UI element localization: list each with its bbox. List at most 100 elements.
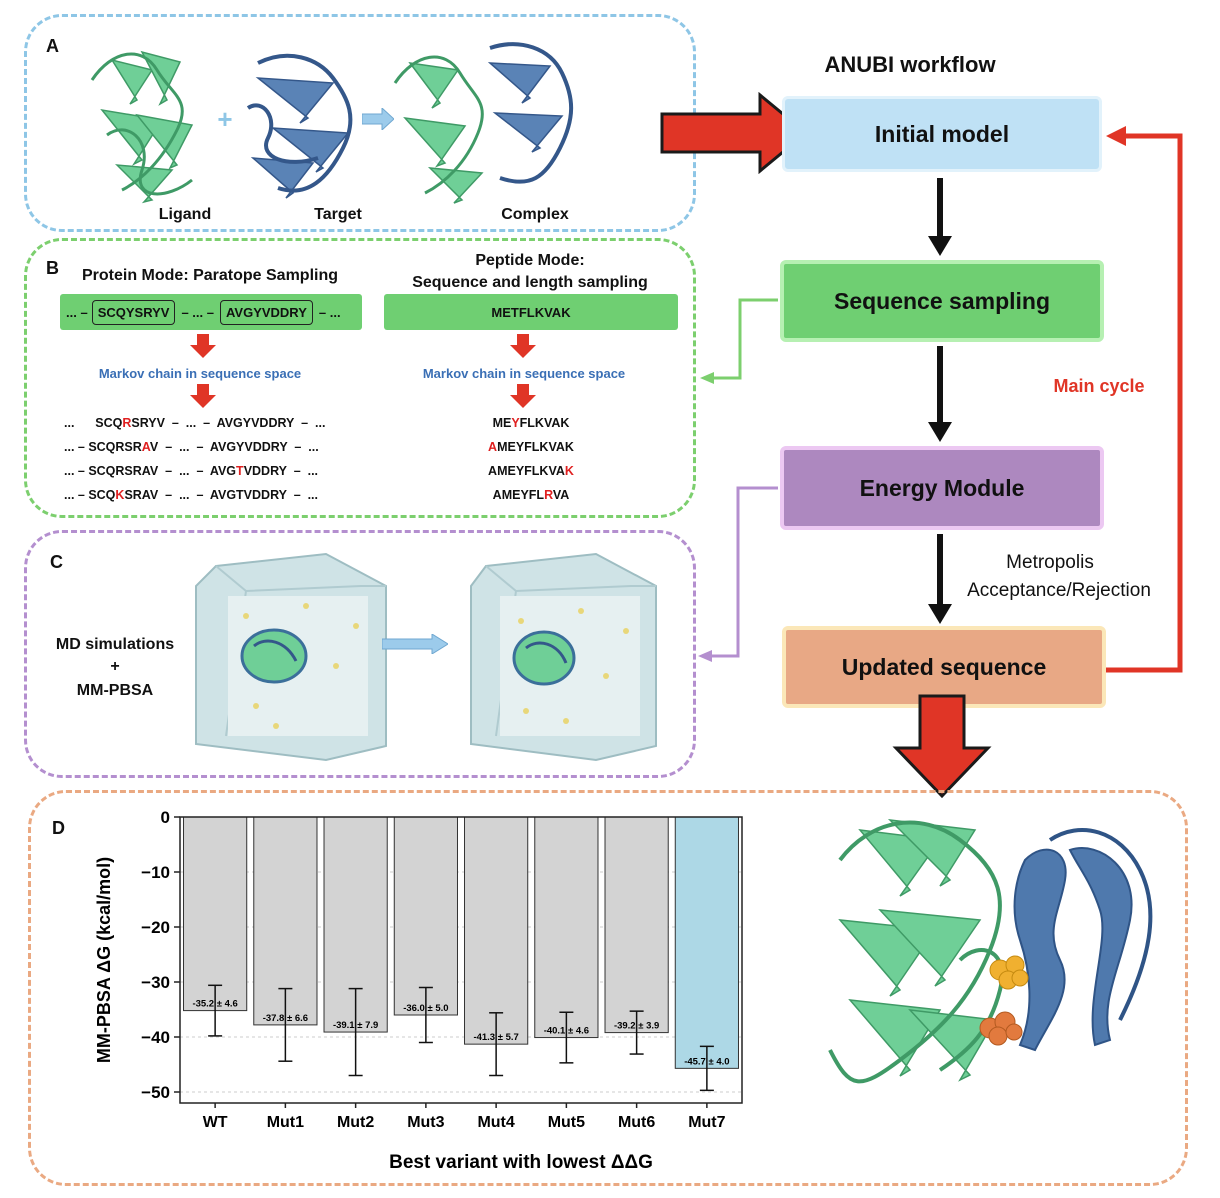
mutated-residue: R — [544, 488, 553, 502]
bar-value-label: -39.1 ± 7.9 — [333, 1020, 378, 1031]
peptide-seq-text: METFLKVAK — [491, 304, 571, 320]
peptide-sequence-bar: METFLKVAK — [384, 294, 678, 330]
x-axis-label: Best variant with lowest ΔΔG — [389, 1152, 653, 1173]
mutated-residue: K — [564, 464, 574, 478]
target-structure-icon — [246, 53, 353, 199]
x-tick-label: Mut4 — [477, 1114, 514, 1131]
y-tick-label: 0 — [161, 808, 170, 827]
panel-d-label: D — [52, 818, 65, 838]
metropolis-label-2: Acceptance/Rejection — [967, 580, 1151, 601]
mutated-residue: A — [141, 440, 150, 454]
bar — [674, 816, 739, 1069]
sequence-variant: ... – SCQRSRAV – ... – AVGYVDDRY – ... — [64, 440, 364, 454]
x-tick-label: Mut5 — [548, 1114, 585, 1131]
y-tick-label: −10 — [141, 863, 170, 882]
bar — [604, 816, 669, 1034]
bar-value-label: -36.0 ± 5.0 — [403, 1003, 448, 1014]
sequence-segment: ... SCQ — [64, 416, 123, 430]
down-arrow-icon — [510, 334, 536, 358]
sequence-segment: ... – SCQ — [64, 488, 116, 502]
x-tick-label: Mut2 — [337, 1114, 374, 1131]
cdr2-box: AVGYVDDRY — [219, 299, 313, 325]
peptide-mode-title-2: Sequence and length sampling — [412, 274, 648, 291]
sequence-segment: VA — [552, 488, 570, 502]
sequence-sampling-box: Sequence sampling — [780, 260, 1104, 342]
sequence-segment: SRYV – ... – AVGYVDDRY – ... — [131, 416, 326, 430]
x-tick-label: Mut7 — [688, 1114, 725, 1131]
bar-value-label: -45.7 ± 4.0 — [684, 1056, 729, 1067]
bar — [464, 816, 529, 1045]
y-tick-label: −50 — [141, 1083, 170, 1102]
sequence-variant: AMEYFLKVAK — [384, 440, 678, 454]
complex-structure-icon — [393, 42, 574, 204]
sequence-segment: FLKVAK — [519, 416, 570, 430]
sequence-variant: ... SCQRSRYV – ... – AVGYVDDRY – ... — [64, 416, 364, 430]
sequence-variant: AMEYFLRVA — [384, 488, 678, 502]
y-tick-label: −20 — [141, 918, 170, 937]
down-arrow-icon — [190, 384, 216, 408]
protein-seq-middle: – ... – — [181, 304, 214, 320]
mutated-residue: Y — [511, 416, 520, 430]
bar — [183, 816, 248, 1012]
y-axis-label: MM-PBSA ΔG (kcal/mol) — [94, 857, 114, 1063]
protein-seq-suffix: – ... — [318, 304, 341, 320]
sequence-segment: SRAV – ... – AVGTVDDRY – ... — [124, 488, 319, 502]
sequence-segment: ME — [492, 416, 512, 430]
y-tick-label: −30 — [141, 973, 170, 992]
sequence-segment: MEYFLKVAK — [497, 440, 574, 454]
sequence-variant: MEYFLKVAK — [384, 416, 678, 430]
mutated-residue: T — [236, 464, 244, 478]
arrow-right-icon — [362, 108, 394, 130]
complex-caption: Complex — [501, 206, 569, 223]
mutated-residue: A — [488, 440, 498, 454]
plus-sign: + — [217, 104, 233, 134]
water-box-after-icon — [470, 552, 657, 762]
sequence-segment: ... – SCQRSR — [64, 440, 142, 454]
x-tick-label: Mut1 — [267, 1114, 304, 1131]
sequence-segment: V – ... – AVGYVDDRY – ... — [149, 440, 319, 454]
sequence-variant: ... – SCQRSRAV – ... – AVGTVDDRY – ... — [64, 464, 364, 478]
sequence-variant: AMEYFLKVAK — [384, 464, 678, 478]
x-tick-label: WT — [203, 1114, 228, 1131]
bar — [534, 816, 599, 1039]
md-simulations-label: MD simulations — [55, 636, 175, 653]
main-cycle-label: Main cycle — [1053, 376, 1145, 396]
mutated-residue: K — [115, 488, 125, 502]
bar-value-label: -40.1 ± 4.6 — [544, 1026, 589, 1037]
panel-c — [24, 530, 696, 778]
bar-chart: 0 −10 −20 −30 −40 −50 -35.2 ± 4.6 WT -37.8 ± 6.6… — [94, 808, 743, 1173]
initial-model-box: Initial model — [782, 96, 1102, 172]
panel-c-label: C — [50, 552, 63, 572]
sequence-segment: AMEYFLKVA — [488, 464, 565, 478]
arrow-right-icon — [382, 634, 448, 654]
x-tick-label: Mut3 — [407, 1114, 444, 1131]
metropolis-label-1: Metropolis — [1006, 552, 1094, 573]
down-arrow-icon — [190, 334, 216, 358]
bar — [393, 816, 458, 1016]
sequence-segment: AMEYFL — [492, 488, 545, 502]
bar-value-label: -35.2 ± 4.6 — [192, 999, 237, 1010]
protein-sequence-bar: ... – SCQYSRYV – ... – AVGYVDDRY – ... — [60, 294, 362, 330]
flow-connectors — [698, 126, 1183, 799]
bar-value-label: -37.8 ± 6.6 — [263, 1013, 308, 1024]
mm-pbsa-label: MM-PBSA — [76, 682, 154, 699]
sequence-segment: ... – SCQRSRAV – ... – AVG — [64, 464, 237, 478]
down-arrow-icon — [510, 384, 536, 408]
sequence-variant: ... – SCQKSRAV – ... – AVGTVDDRY – ... — [64, 488, 364, 502]
sequence-segment: VDDRY – ... — [243, 464, 319, 478]
plot-frame — [179, 816, 743, 1104]
bar-value-label: -41.3 ± 5.7 — [473, 1032, 518, 1043]
panel-b — [24, 238, 696, 518]
target-caption: Target — [314, 206, 362, 223]
protein-seq-prefix: ... – — [66, 304, 88, 320]
complex-structure-large-icon — [828, 819, 1153, 1084]
peptide-mode-title-1: Peptide Mode: — [475, 252, 585, 269]
ligand-structure-icon — [90, 50, 194, 204]
bar-value-label: -39.2 ± 3.9 — [614, 1021, 659, 1032]
markov-chain-label-left: Markov chain in sequence space — [98, 366, 302, 381]
water-box-before-icon — [195, 552, 387, 762]
markov-chain-label-right: Markov chain in sequence space — [422, 366, 626, 381]
energy-module-box: Energy Module — [780, 446, 1104, 530]
x-tick-label: Mut6 — [618, 1114, 655, 1131]
panel-a-label: A — [46, 36, 59, 56]
